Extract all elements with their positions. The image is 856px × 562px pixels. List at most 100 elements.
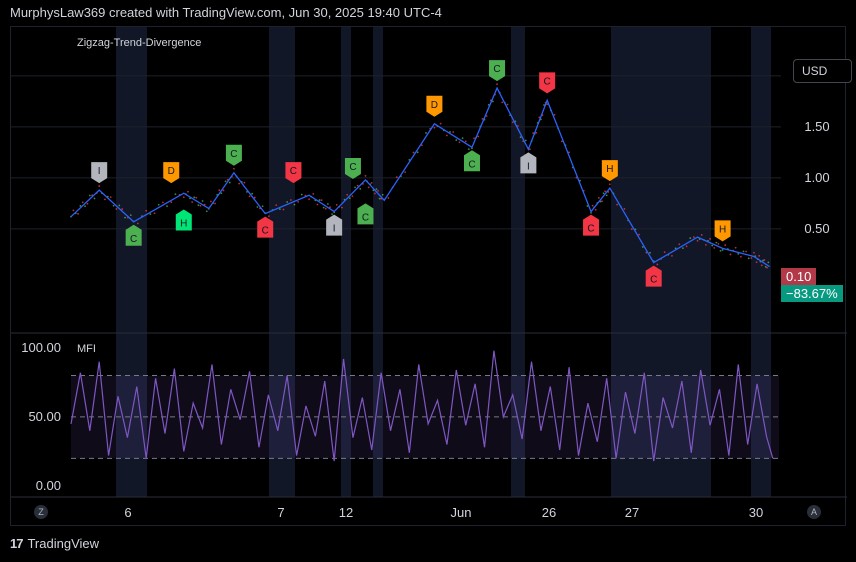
price-dot (153, 212, 156, 215)
signal-text: C (262, 226, 269, 237)
price-dot (404, 171, 407, 174)
signal-marker (91, 162, 108, 184)
signal-marker (489, 60, 506, 82)
price-dot (318, 199, 321, 201)
price-dot (220, 192, 223, 195)
session-band (373, 27, 383, 497)
price-dot (370, 181, 373, 184)
last-price-tag: 0.10 (781, 268, 817, 285)
price-dot (416, 151, 419, 154)
signal-text: D (431, 100, 438, 111)
signal-text: C (230, 149, 237, 160)
session-band (269, 27, 295, 497)
signal-text: C (349, 162, 356, 173)
price-dot (689, 237, 692, 239)
price-dot (88, 194, 91, 197)
signal-marker (583, 214, 600, 236)
price-dot (187, 190, 189, 193)
signal-text: C (544, 76, 551, 87)
price-dot (711, 244, 714, 247)
price-pane: I C D H C C C I C C D C C I C C H C H (70, 60, 770, 287)
signal-marker (357, 203, 374, 225)
price-dot (364, 175, 367, 177)
price-dot (602, 192, 605, 195)
price-dot (278, 208, 281, 210)
price-dot (118, 204, 121, 207)
price-tick-label: 0.50 (804, 221, 829, 236)
price-dot (297, 201, 300, 203)
price-dot (72, 209, 75, 212)
signal-label: I (91, 162, 108, 184)
price-dot (425, 132, 427, 134)
price-dot (275, 204, 278, 206)
price-dot (109, 196, 112, 199)
time-tick-label: 12 (339, 505, 353, 520)
currency-button[interactable]: USD (793, 59, 852, 83)
axes: 0.501.001.502.00Zigzag-Trend-Divergence0… (21, 37, 829, 520)
signal-text: H (606, 164, 613, 175)
price-dot (568, 151, 571, 154)
price-dot (224, 180, 227, 183)
price-dot (218, 189, 221, 192)
signal-marker (645, 265, 662, 287)
price-dot (439, 122, 442, 125)
signal-label: C (583, 214, 600, 236)
price-dot (616, 203, 619, 206)
price-dot (136, 222, 139, 225)
zoom-button[interactable]: Z (34, 505, 48, 519)
signal-label: C (645, 265, 662, 287)
price-dot (608, 183, 611, 186)
price-dot (124, 216, 126, 219)
price-dot (715, 241, 718, 244)
price-dot (86, 202, 89, 205)
price-dot (685, 245, 688, 248)
price-dot (316, 203, 319, 206)
price-dot (149, 213, 152, 216)
session-band (511, 27, 525, 497)
price-dot (201, 200, 204, 202)
mfi-tick-label: 100.00 (21, 340, 61, 355)
price-dot (623, 208, 626, 210)
price-tick-label: 1.00 (804, 170, 829, 185)
signal-label: C (257, 216, 274, 238)
signal-text: C (362, 212, 369, 223)
signal-marker (344, 158, 361, 180)
price-dot (737, 252, 740, 255)
price-dot (543, 104, 545, 106)
session-band (341, 27, 351, 497)
price-dot (433, 126, 436, 129)
price-tick-label: 1.50 (804, 119, 829, 134)
signal-marker (257, 216, 274, 238)
time-tick-label: 26 (542, 505, 556, 520)
auto-scale-button[interactable]: A (807, 505, 821, 519)
price-dot (170, 201, 173, 204)
price-dot (248, 195, 251, 198)
mfi-line (70, 350, 774, 462)
price-dot (300, 193, 303, 196)
signal-marker (520, 152, 537, 174)
price-dot (477, 135, 480, 138)
price-dot (734, 246, 737, 249)
price-dot (84, 205, 86, 208)
price-dot (199, 204, 202, 207)
signal-text: I (333, 224, 336, 235)
price-dot (351, 195, 354, 198)
price-dot (511, 121, 514, 124)
signal-text: I (98, 166, 101, 177)
signal-marker (285, 162, 302, 184)
price-dot (326, 203, 329, 205)
price-dot (197, 204, 200, 207)
signal-marker (225, 144, 242, 166)
zigzag-line (70, 86, 770, 268)
price-dot (121, 208, 124, 210)
signal-label: C (463, 150, 480, 172)
signal-marker (175, 209, 192, 231)
price-dot (546, 103, 549, 106)
price-dot (649, 251, 651, 254)
price-dot (312, 193, 315, 195)
price-dot (331, 213, 333, 216)
signal-text: C (130, 234, 137, 245)
price-dot (129, 214, 132, 217)
price-dot (766, 266, 768, 269)
